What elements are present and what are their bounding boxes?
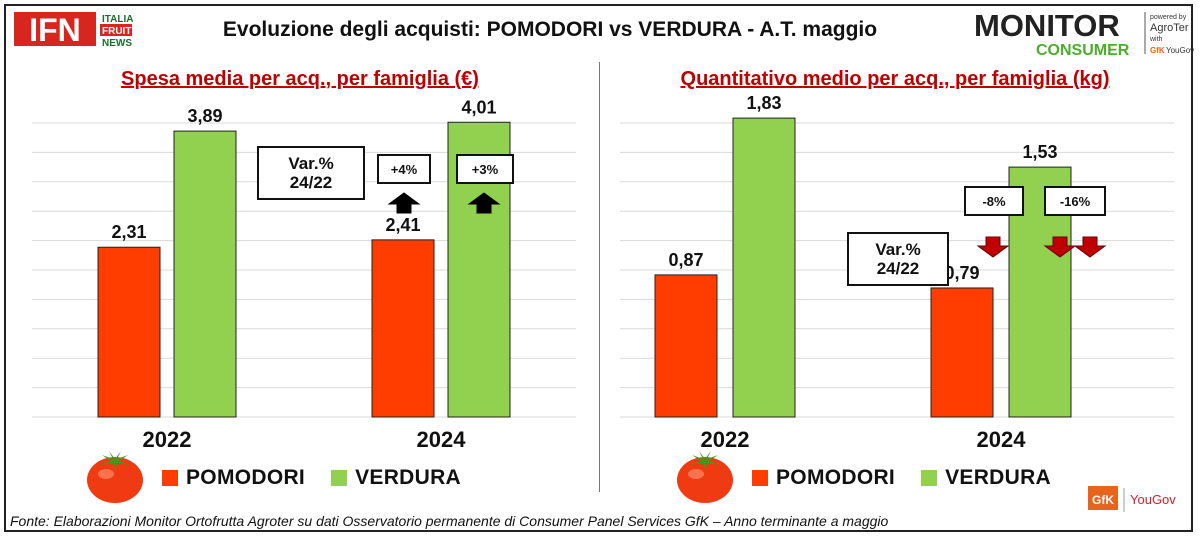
yougov-logo-text: YouGov: [1130, 492, 1176, 507]
legend-pomodori-swatch: [162, 470, 178, 486]
bar-pomodori: [930, 287, 994, 418]
chart-frame: [4, 4, 1193, 532]
monitor-consumer-logo: MONITOR CONSUMER powered by AgroTer with…: [974, 8, 1194, 58]
legend-pomodori-swatch: [752, 470, 768, 486]
data-label: 0,79: [944, 263, 979, 283]
var-label-text: 24/22: [877, 259, 920, 278]
left-chart-title: Spesa media per acq., per famiglia (€): [121, 68, 479, 90]
change-value: -16%: [1060, 194, 1091, 209]
monitor-logo-yougov: YouGov: [1166, 46, 1194, 55]
bar-pomodori: [654, 274, 718, 418]
monitor-logo-line1: MONITOR: [974, 8, 1120, 43]
legend-pomodori-label: POMODORI: [776, 466, 896, 489]
data-label: 4,01: [461, 97, 496, 117]
var-label-box: [847, 232, 949, 286]
bar-verdura: [173, 130, 237, 418]
var-label-box: [257, 146, 365, 200]
change-value: +3%: [472, 162, 499, 177]
tomato-icon: [87, 451, 143, 503]
legend-verdura-swatch: [331, 470, 348, 486]
data-label: 1,83: [746, 95, 781, 113]
x-tick-label: 2024: [417, 427, 467, 452]
data-label: 0,87: [668, 250, 703, 270]
arrow-down-icon: [1043, 236, 1077, 258]
change-box: [964, 186, 1024, 216]
var-label-text: Var.%: [875, 240, 920, 259]
legend-verdura-label: VERDURA: [945, 466, 1052, 489]
legend-verdura-label: VERDURA: [355, 466, 462, 489]
x-tick-label: 2022: [143, 427, 192, 452]
ifn-logo-line1: ITALIA: [102, 14, 133, 25]
change-box: [456, 154, 514, 184]
data-label: 2,31: [111, 222, 146, 242]
bar-pomodori: [371, 239, 435, 418]
chart-divider: [599, 62, 600, 492]
change-box: [377, 154, 431, 184]
change-value: -8%: [982, 194, 1006, 209]
change-box: [1044, 186, 1106, 216]
legend-pomodori-label: POMODORI: [186, 466, 306, 489]
var-label-text: Var.%: [288, 154, 333, 173]
monitor-logo-gfk: GfK: [1150, 46, 1165, 55]
arrow-down-icon: [1073, 236, 1107, 258]
monitor-logo-powered: powered by: [1150, 14, 1187, 21]
page-title: Evoluzione degli acquisti: POMODORI vs V…: [222, 18, 878, 41]
tomato-icon: [677, 451, 733, 503]
change-value: +4%: [391, 162, 418, 177]
monitor-logo-agroter: AgroTer: [1150, 22, 1189, 34]
bar-verdura: [732, 117, 796, 418]
ifn-logo-line2: FRUIT: [102, 26, 131, 37]
x-tick-label: 2024: [977, 427, 1027, 452]
var-label-text: 24/22: [290, 173, 333, 192]
arrow-up-icon: [467, 192, 501, 214]
monitor-logo-with: with: [1149, 36, 1163, 43]
source-footnote: Fonte: Elaborazioni Monitor Ortofrutta A…: [10, 513, 889, 529]
left-legend: POMODORI VERDURA: [162, 458, 487, 498]
arrow-down-icon: [976, 236, 1010, 258]
ifn-logo-text: IFN: [29, 12, 81, 48]
bar-pomodori: [97, 246, 161, 418]
ifn-logo: IFN ITALIA FRUIT NEWS: [14, 12, 133, 49]
right-chart-title: Quantitativo medio per acq., per famigli…: [680, 68, 1110, 90]
data-label: 2,41: [385, 215, 420, 235]
ifn-logo-line3: NEWS: [102, 38, 132, 49]
monitor-logo-line2: CONSUMER: [1036, 42, 1130, 58]
arrow-up-icon: [387, 192, 421, 214]
legend-verdura-swatch: [921, 470, 938, 486]
gfk-logo-text: GfK: [1092, 493, 1114, 507]
data-label: 3,89: [187, 106, 222, 126]
data-label: 1,53: [1022, 142, 1057, 162]
x-tick-label: 2022: [701, 427, 750, 452]
right-bar-chart: 0,87 0,79 1,83 1,53 2022 2024 Var.%24/22 -8% -16…: [620, 95, 1174, 452]
right-legend: POMODORI VERDURA: [752, 458, 1077, 498]
left-bar-chart: 2,31 2,41 3,89 4,01 2022 2024 Var.%24/22 +4% +3%: [32, 97, 576, 452]
gfk-yougov-logo: GfK YouGov: [1088, 486, 1176, 512]
